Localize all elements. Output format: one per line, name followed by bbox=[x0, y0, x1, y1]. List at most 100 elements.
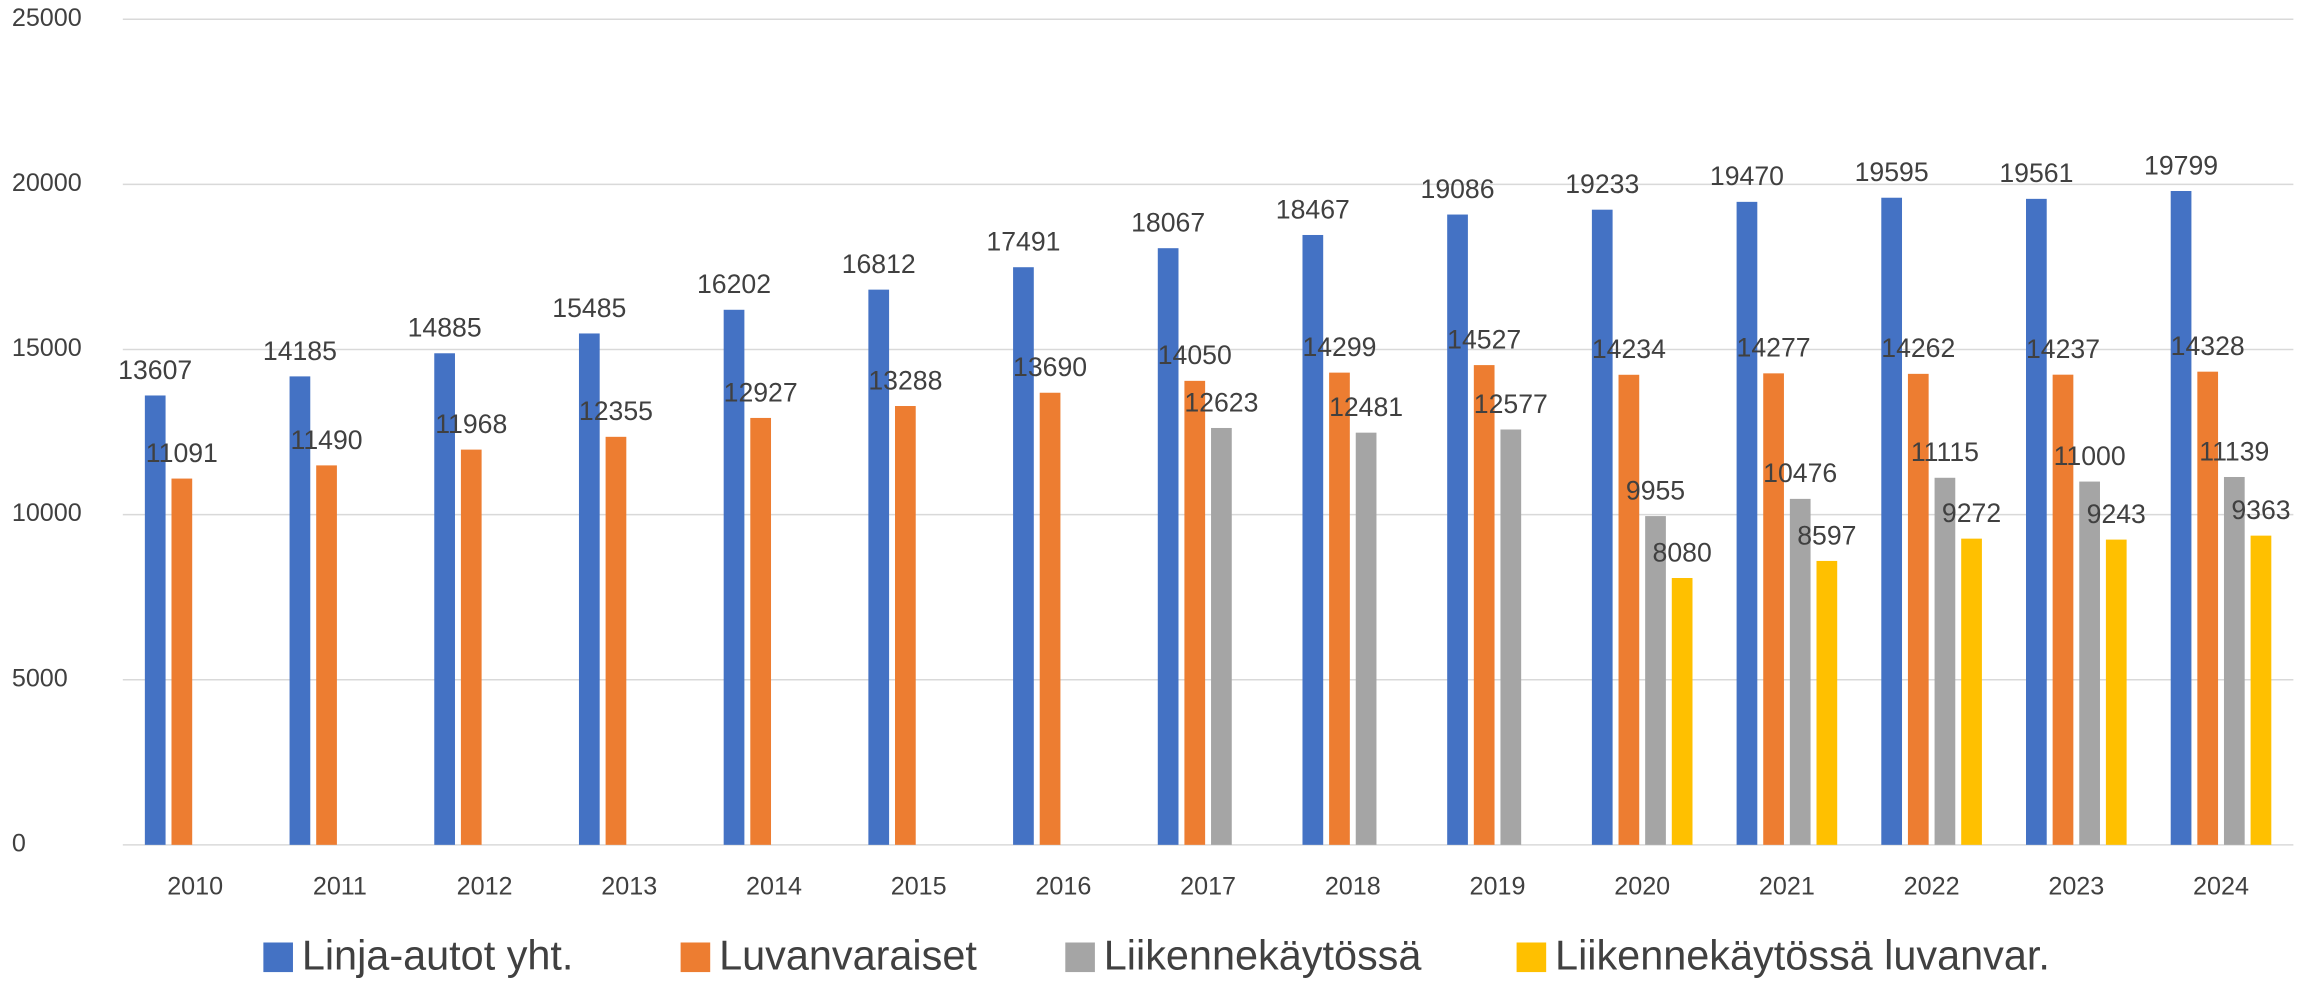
bar bbox=[1329, 372, 1350, 845]
bar bbox=[1355, 432, 1377, 845]
bar bbox=[1039, 392, 1061, 845]
bar bbox=[1645, 516, 1666, 845]
bar bbox=[1473, 365, 1495, 845]
data-label: 9272 bbox=[1942, 498, 2001, 528]
legend-swatch bbox=[263, 942, 293, 973]
y-tick-label: 0 bbox=[12, 829, 26, 857]
data-label: 19086 bbox=[1421, 174, 1495, 204]
data-label: 14299 bbox=[1302, 332, 1376, 362]
data-label: 11139 bbox=[2199, 436, 2269, 466]
data-label: 14234 bbox=[1592, 334, 1666, 364]
data-label: 12355 bbox=[579, 396, 653, 426]
bar bbox=[868, 289, 890, 845]
bar bbox=[1157, 248, 1179, 845]
bar bbox=[1961, 538, 1982, 845]
data-label: 15485 bbox=[552, 293, 626, 323]
x-tick-label: 2015 bbox=[891, 872, 947, 900]
data-label: 16202 bbox=[697, 269, 771, 299]
data-label: 19233 bbox=[1565, 169, 1639, 199]
data-label: 12577 bbox=[1474, 389, 1548, 419]
bar bbox=[1500, 429, 1522, 845]
bar bbox=[2170, 190, 2192, 845]
data-label: 8597 bbox=[1797, 520, 1856, 550]
bar bbox=[1211, 427, 1232, 845]
legend-swatch bbox=[1516, 942, 1547, 973]
bar bbox=[2250, 535, 2272, 845]
bar bbox=[434, 353, 455, 845]
data-label: 11000 bbox=[2054, 441, 2126, 471]
data-label: 19799 bbox=[2144, 150, 2218, 180]
data-label: 19561 bbox=[1999, 158, 2073, 188]
data-label: 12927 bbox=[724, 377, 798, 407]
bar bbox=[605, 436, 627, 845]
bar bbox=[895, 406, 916, 845]
x-tick-label: 2013 bbox=[601, 872, 657, 900]
data-label: 14050 bbox=[1158, 340, 1232, 370]
bar bbox=[1816, 560, 1838, 845]
data-label: 9243 bbox=[2087, 499, 2146, 529]
data-label: 11490 bbox=[291, 425, 363, 455]
bar bbox=[1736, 201, 1758, 845]
legend-label: Liikennekäytössä bbox=[1104, 933, 1423, 979]
bar bbox=[750, 417, 772, 845]
bar bbox=[2197, 371, 2219, 845]
bar bbox=[2105, 539, 2127, 845]
data-label: 12481 bbox=[1329, 392, 1403, 422]
data-label: 13690 bbox=[1013, 352, 1087, 382]
legend-swatch bbox=[1065, 942, 1095, 973]
x-tick-label: 2020 bbox=[1614, 872, 1670, 900]
bar bbox=[1907, 373, 1929, 845]
x-tick-label: 2024 bbox=[2193, 872, 2249, 900]
legend-label: Liikennekäytössä luvanvar. bbox=[1555, 933, 2050, 979]
bar bbox=[1763, 373, 1784, 845]
bar bbox=[2052, 374, 2074, 845]
bar bbox=[144, 395, 166, 845]
x-tick-label: 2012 bbox=[457, 872, 513, 900]
data-label: 17491 bbox=[986, 227, 1060, 257]
data-label: 16812 bbox=[842, 249, 916, 279]
y-tick-label: 25000 bbox=[12, 4, 82, 32]
y-tick-label: 5000 bbox=[12, 664, 68, 692]
data-label: 14237 bbox=[2026, 334, 2100, 364]
data-label: 12623 bbox=[1184, 387, 1258, 417]
data-label: 14262 bbox=[1881, 333, 1955, 363]
x-tick-label: 2018 bbox=[1325, 872, 1381, 900]
bar bbox=[1618, 374, 1640, 845]
bar bbox=[1789, 498, 1811, 845]
data-label: 19595 bbox=[1855, 157, 1929, 187]
bar bbox=[460, 449, 482, 845]
x-tick-label: 2011 bbox=[313, 872, 367, 900]
bar bbox=[723, 309, 745, 845]
x-tick-label: 2014 bbox=[746, 872, 802, 900]
bar bbox=[2026, 198, 2047, 845]
legend-label: Linja-autot yht. bbox=[302, 933, 574, 979]
y-tick-label: 15000 bbox=[12, 334, 82, 362]
x-tick-label: 2017 bbox=[1180, 872, 1236, 900]
bar bbox=[316, 465, 337, 845]
data-label: 18467 bbox=[1276, 194, 1350, 224]
data-label: 9955 bbox=[1626, 475, 1685, 505]
data-label: 14185 bbox=[263, 336, 337, 366]
x-tick-label: 2021 bbox=[1759, 872, 1815, 900]
bar bbox=[2079, 481, 2100, 845]
data-label: 18067 bbox=[1131, 208, 1205, 238]
bar bbox=[1934, 477, 1956, 845]
x-tick-label: 2023 bbox=[2048, 872, 2104, 900]
bar bbox=[1447, 214, 1468, 845]
bar bbox=[578, 333, 600, 845]
data-label: 8080 bbox=[1653, 537, 1712, 567]
data-label: 9363 bbox=[2231, 495, 2290, 525]
data-label: 13288 bbox=[868, 365, 942, 395]
bar bbox=[1302, 234, 1324, 845]
x-tick-label: 2022 bbox=[1904, 872, 1960, 900]
bar bbox=[1591, 209, 1613, 845]
bar bbox=[171, 478, 193, 845]
data-label: 14277 bbox=[1737, 333, 1811, 363]
data-label: 14885 bbox=[408, 313, 482, 343]
y-tick-label: 20000 bbox=[12, 169, 82, 197]
bar bbox=[1013, 267, 1034, 845]
bar bbox=[2223, 476, 2245, 845]
data-label: 11968 bbox=[435, 409, 507, 439]
